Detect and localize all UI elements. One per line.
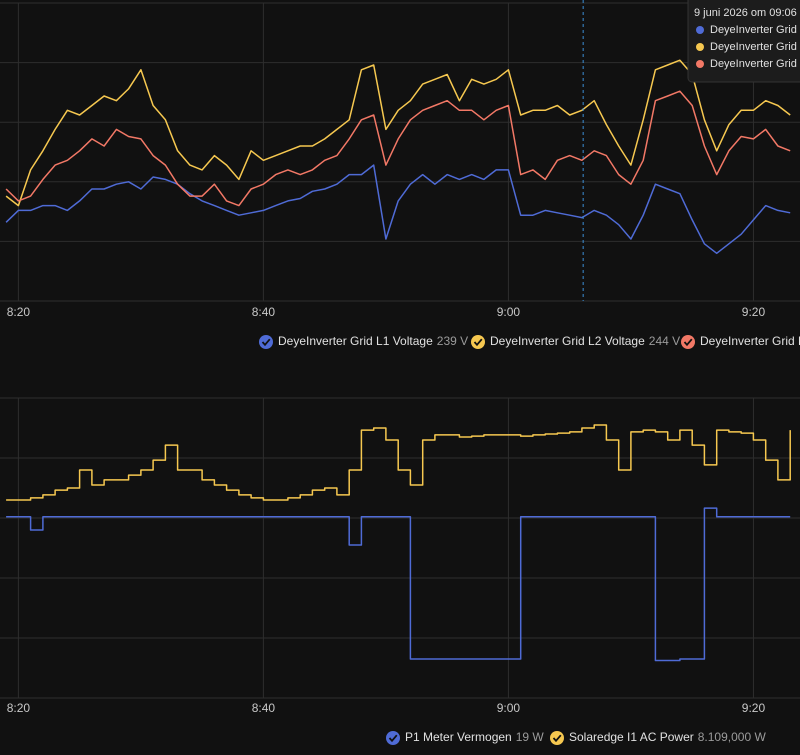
series-line bbox=[5, 59, 791, 207]
tooltip-item: DeyeInverter Grid bbox=[710, 58, 797, 70]
legend-toggle[interactable] bbox=[681, 335, 695, 349]
legend-icon[interactable] bbox=[550, 731, 564, 745]
x-tick-label: 9:00 bbox=[497, 701, 521, 715]
tooltip-dot bbox=[696, 60, 704, 68]
series-line bbox=[5, 90, 791, 207]
legend-label[interactable]: DeyeInverter Grid L bbox=[700, 334, 800, 348]
tooltip-title: 9 juni 2026 om 09:06 bbox=[694, 7, 797, 19]
legend-check[interactable] bbox=[473, 338, 483, 347]
legend-label[interactable]: DeyeInverter Grid L2 Voltage bbox=[490, 334, 645, 348]
tooltip-dot bbox=[696, 26, 704, 34]
legend-state[interactable]: 19 W bbox=[516, 730, 545, 744]
legend-check[interactable] bbox=[552, 734, 562, 743]
legend-toggle[interactable] bbox=[386, 731, 400, 745]
tooltip-dot bbox=[696, 43, 704, 51]
x-tick-label: 9:20 bbox=[742, 305, 766, 319]
legend-check[interactable] bbox=[261, 338, 271, 347]
legend-state[interactable]: 239 V bbox=[437, 334, 468, 348]
x-tick-label: 8:40 bbox=[252, 701, 276, 715]
legend-state[interactable]: 244 V bbox=[649, 334, 680, 348]
tooltip-item: DeyeInverter Grid bbox=[710, 24, 797, 36]
legend-label[interactable]: DeyeInverter Grid L1 Voltage bbox=[278, 334, 433, 348]
x-tick-label: 9:00 bbox=[497, 305, 521, 319]
x-tick-label: 8:40 bbox=[252, 305, 276, 319]
tooltip-item: DeyeInverter Grid bbox=[710, 41, 797, 53]
legend-toggle[interactable] bbox=[471, 335, 485, 349]
legend-label[interactable]: Solaredge I1 AC Power bbox=[569, 730, 694, 744]
legend-icon[interactable] bbox=[471, 335, 485, 349]
series-line bbox=[6, 507, 791, 662]
legend-state[interactable]: 8.109,000 W bbox=[698, 730, 767, 744]
x-tick-label: 8:20 bbox=[7, 701, 31, 715]
legend-toggle[interactable] bbox=[550, 731, 564, 745]
legend-check[interactable] bbox=[388, 734, 398, 743]
x-tick-label: 8:20 bbox=[7, 305, 31, 319]
legend-check[interactable] bbox=[683, 338, 693, 347]
series-line bbox=[6, 424, 791, 501]
tooltip-box bbox=[687, 0, 800, 83]
series-line bbox=[5, 164, 791, 255]
x-tick-label: 9:20 bbox=[742, 701, 766, 715]
legend-icon[interactable] bbox=[681, 335, 695, 349]
legend-toggle[interactable] bbox=[259, 335, 273, 349]
legend-label[interactable]: P1 Meter Vermogen bbox=[405, 730, 512, 744]
legend-icon[interactable] bbox=[386, 731, 400, 745]
tooltip: 9 juni 2026 om 09:06 DeyeInverter Grid Dey… bbox=[687, 0, 800, 83]
legend-icon[interactable] bbox=[259, 335, 273, 349]
